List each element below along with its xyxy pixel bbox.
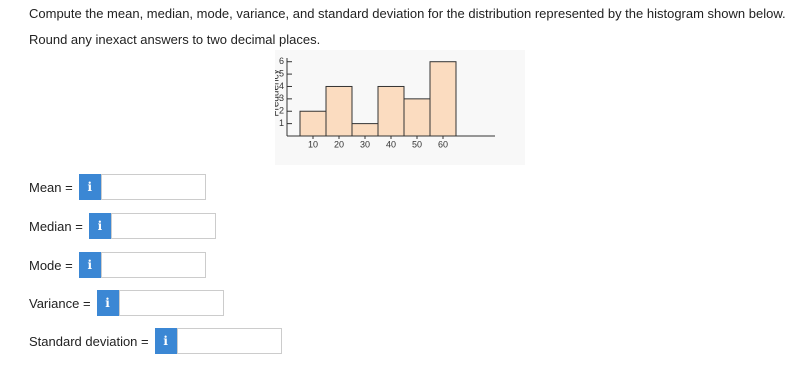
field-label: Standard deviation =: [29, 333, 149, 349]
answer-row: Median = i: [29, 213, 216, 239]
y-tick-label: 1: [279, 118, 284, 128]
field-label: Mean =: [29, 179, 73, 195]
info-icon[interactable]: i: [78, 174, 101, 200]
answer-row: Standard deviation = i: [29, 328, 282, 354]
bar: [299, 110, 327, 137]
info-icon[interactable]: i: [154, 328, 177, 354]
answer-row: Mean = i: [29, 174, 206, 200]
x-tick-label: 10: [308, 139, 318, 149]
x-tick-label: 30: [360, 139, 370, 149]
x-tick-label: 50: [412, 139, 422, 149]
field-label: Mode =: [29, 257, 73, 273]
y-tick-label: 5: [279, 68, 284, 78]
field-label: Variance =: [29, 295, 91, 311]
question-text: Round any inexact answers to two decimal…: [29, 32, 321, 47]
y-tick-label: 3: [279, 93, 284, 103]
y-axis-label: Frequency: [275, 69, 282, 116]
answer-input[interactable]: [118, 290, 224, 316]
info-icon[interactable]: i: [96, 290, 119, 316]
bar: [429, 61, 457, 137]
bar: [351, 123, 379, 137]
x-tick-label: 20: [334, 139, 344, 149]
info-icon[interactable]: i: [88, 213, 111, 239]
answer-input[interactable]: [110, 213, 216, 239]
y-tick-label: 6: [279, 56, 284, 66]
bar: [377, 85, 405, 137]
field-label: Median =: [29, 218, 83, 234]
question-text: Compute the mean, median, mode, variance…: [29, 6, 786, 21]
answer-row: Variance = i: [29, 290, 224, 316]
x-tick-label: 40: [386, 139, 396, 149]
info-icon[interactable]: i: [78, 252, 101, 278]
y-tick-label: 4: [279, 81, 284, 91]
answer-input[interactable]: [100, 174, 206, 200]
bar: [325, 85, 353, 137]
histogram-chart: 1 2 3 4 5 6 10 20 30 40 50 60 Frequency: [275, 50, 525, 165]
answer-row: Mode = i: [29, 252, 206, 278]
x-tick-label: 60: [438, 139, 448, 149]
answer-input[interactable]: [176, 328, 282, 354]
y-tick-label: 2: [279, 106, 284, 116]
answer-input[interactable]: [100, 252, 206, 278]
bar: [403, 98, 431, 137]
